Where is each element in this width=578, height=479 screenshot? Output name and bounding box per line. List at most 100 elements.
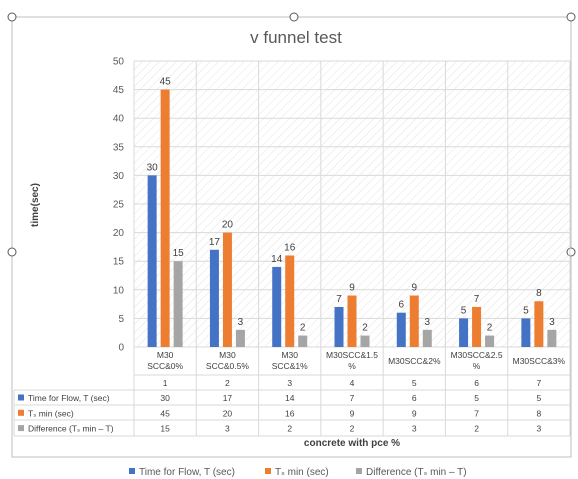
bar (422, 329, 432, 347)
bar (298, 335, 308, 347)
legend-label: Difference (Tₛ min – T) (366, 467, 467, 478)
bar (222, 232, 232, 347)
table-series-name: Difference (Tₛ min – T) (28, 424, 114, 434)
table-category-number: 3 (287, 378, 292, 388)
table-series-name: Tₛ min (sec) (28, 408, 74, 418)
data-label: 17 (209, 237, 221, 248)
resize-handle-left-middle[interactable] (7, 247, 17, 257)
resize-handle-top-middle[interactable] (289, 12, 299, 22)
data-label: 5 (523, 305, 529, 316)
y-tick-label: 5 (118, 314, 124, 325)
bar (534, 301, 544, 347)
y-tick-label: 10 (113, 285, 125, 296)
resize-handle-top-right[interactable] (566, 12, 576, 22)
table-cell-value: 7 (474, 408, 479, 418)
data-label: 45 (160, 77, 172, 88)
x-category-label: M30 SCC&1% (272, 350, 308, 371)
table-series-name: Time for Flow, T (sec) (28, 393, 110, 403)
table-cell-value: 9 (350, 408, 355, 418)
table-cell-value: 16 (285, 408, 295, 418)
x-axis-label: concrete with pce % (304, 438, 400, 449)
y-axis-ticks: 0 5 10 15 20 25 30 35 40 45 50 (113, 57, 125, 354)
table-cell-value: 2 (287, 424, 292, 434)
bar (334, 306, 344, 347)
y-tick-label: 25 (113, 200, 125, 211)
bar (272, 266, 282, 347)
table-legend-key (18, 425, 24, 432)
table-cell-value: 30 (160, 393, 170, 403)
y-tick-label: 15 (113, 257, 125, 268)
x-category-label: M30SCC&2% (388, 356, 441, 366)
bar (147, 175, 157, 347)
y-tick-label: 45 (113, 85, 125, 96)
x-category-label: M30SCC&1.5% (326, 350, 378, 371)
data-label: 7 (474, 294, 480, 305)
bar (360, 335, 370, 347)
data-label: 9 (349, 283, 355, 294)
table-cell-value: 6 (412, 393, 417, 403)
table-category-number: 7 (536, 378, 541, 388)
table-cell-value: 3 (225, 424, 230, 434)
data-label: 7 (336, 294, 342, 305)
table-cell-value: 14 (285, 393, 295, 403)
x-category-label: M30 SCC&0.5% (206, 350, 249, 371)
data-label: 9 (412, 283, 418, 294)
table-legend-key (18, 409, 24, 416)
data-label: 30 (147, 162, 159, 173)
bar (209, 249, 219, 347)
bar (547, 329, 557, 347)
bar (485, 335, 495, 347)
data-label: 16 (284, 242, 296, 253)
table-cell-value: 3 (536, 424, 541, 434)
data-label: 14 (271, 254, 283, 265)
y-axis-label: time(sec) (30, 183, 41, 227)
data-label: 20 (222, 220, 234, 231)
resize-handle-top-left[interactable] (7, 12, 17, 22)
bar (173, 261, 183, 347)
bar (160, 89, 170, 347)
bar (472, 306, 482, 347)
table-cell-value: 20 (223, 408, 233, 418)
y-axis-label-group: time(sec) (30, 183, 41, 227)
y-tick-label: 50 (113, 57, 125, 68)
legend-label: Time for Flow, T (sec) (139, 467, 235, 478)
gridlines (133, 60, 571, 348)
x-category-label: M30 SCC&0% (147, 350, 183, 371)
x-category-label: M30SCC&2.5% (451, 350, 503, 371)
data-label: 6 (399, 300, 405, 311)
bar (235, 329, 245, 347)
data-label: 3 (549, 317, 555, 328)
table-cell-value: 2 (350, 424, 355, 434)
table-cell-value: 45 (160, 408, 170, 418)
data-label: 2 (487, 323, 493, 334)
legend: Time for Flow, T (sec) Tₛ min (sec) Differ… (129, 467, 467, 478)
table-category-number: 4 (350, 378, 355, 388)
data-label: 2 (300, 323, 306, 334)
table-legend-key (18, 394, 24, 401)
table-cell-value: 17 (223, 393, 233, 403)
table-cell-value: 5 (474, 393, 479, 403)
table-cell-value: 2 (474, 424, 479, 434)
table-category-number: 2 (225, 378, 230, 388)
data-label: 15 (173, 248, 185, 259)
bar (347, 295, 357, 347)
table-category-number: 1 (163, 378, 168, 388)
bar (521, 318, 531, 347)
legend-swatch (265, 468, 271, 474)
table-cell-value: 15 (160, 424, 170, 434)
y-tick-label: 30 (113, 171, 125, 182)
y-tick-label: 40 (113, 114, 125, 125)
table-cell-value: 7 (350, 393, 355, 403)
data-label: 5 (461, 305, 467, 316)
y-tick-label: 35 (113, 142, 125, 153)
data-label: 2 (362, 323, 368, 334)
bar (285, 255, 295, 347)
table-cell-value: 5 (536, 393, 541, 403)
table-cell-value: 9 (412, 408, 417, 418)
chart-title: v funnel test (250, 28, 342, 47)
legend-label: Tₛ min (sec) (275, 467, 329, 478)
bar (409, 295, 419, 347)
bar (459, 318, 469, 347)
